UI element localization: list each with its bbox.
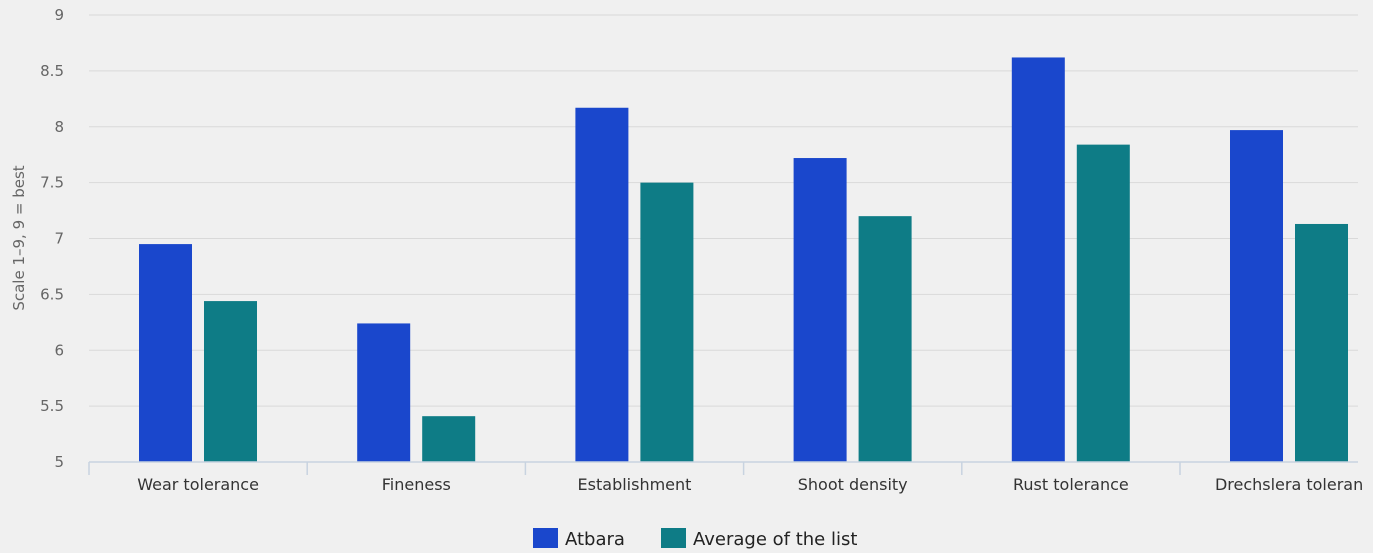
bar-atbara — [1011, 57, 1065, 463]
legend-swatch — [661, 528, 686, 548]
y-tick-label: 6 — [54, 341, 64, 359]
y-tick-label: 7 — [54, 230, 64, 248]
y-axis-title: Scale 1–9, 9 = best — [10, 165, 28, 310]
bar-average — [422, 416, 476, 462]
bar-atbara — [575, 107, 629, 462]
bars — [139, 57, 1348, 463]
x-category-label: Drechslera toleran — [1215, 475, 1363, 494]
x-axis: Wear tolerance Fineness Establishment Shoot… — [88, 461, 1363, 494]
bar-atbara — [139, 244, 192, 462]
legend: Atbara Average of the list — [533, 528, 857, 550]
y-tick-label: 8.5 — [40, 62, 64, 80]
bar-average — [1076, 144, 1130, 462]
y-tick-label: 5.5 — [40, 397, 64, 415]
legend-swatch — [533, 528, 558, 548]
y-tick-label: 9 — [54, 6, 64, 24]
y-tick-label: 5 — [54, 453, 64, 471]
y-tick-label: 7.5 — [40, 174, 64, 192]
x-category-label: Establishment — [578, 475, 692, 494]
x-category-label: Wear tolerance — [137, 475, 259, 494]
bar-atbara — [1230, 130, 1283, 463]
y-tick-label: 8 — [54, 118, 64, 136]
y-tick-label: 6.5 — [40, 285, 64, 303]
y-axis-ticks: 5 5.5 6 6.5 7 7.5 8 8.5 9 — [40, 6, 64, 471]
gridlines — [89, 14, 1358, 407]
bar-average — [1295, 223, 1348, 462]
x-category-label: Rust tolerance — [1013, 475, 1129, 494]
bar-average — [204, 301, 257, 462]
x-category-label: Shoot density — [798, 475, 908, 494]
bar-atbara — [793, 158, 847, 463]
bar-average — [640, 182, 694, 462]
x-category-label: Fineness — [382, 475, 451, 494]
bar-atbara — [357, 323, 411, 462]
legend-label: Atbara — [565, 529, 625, 550]
legend-label: Average of the list — [693, 529, 857, 550]
bar-average — [858, 216, 912, 462]
